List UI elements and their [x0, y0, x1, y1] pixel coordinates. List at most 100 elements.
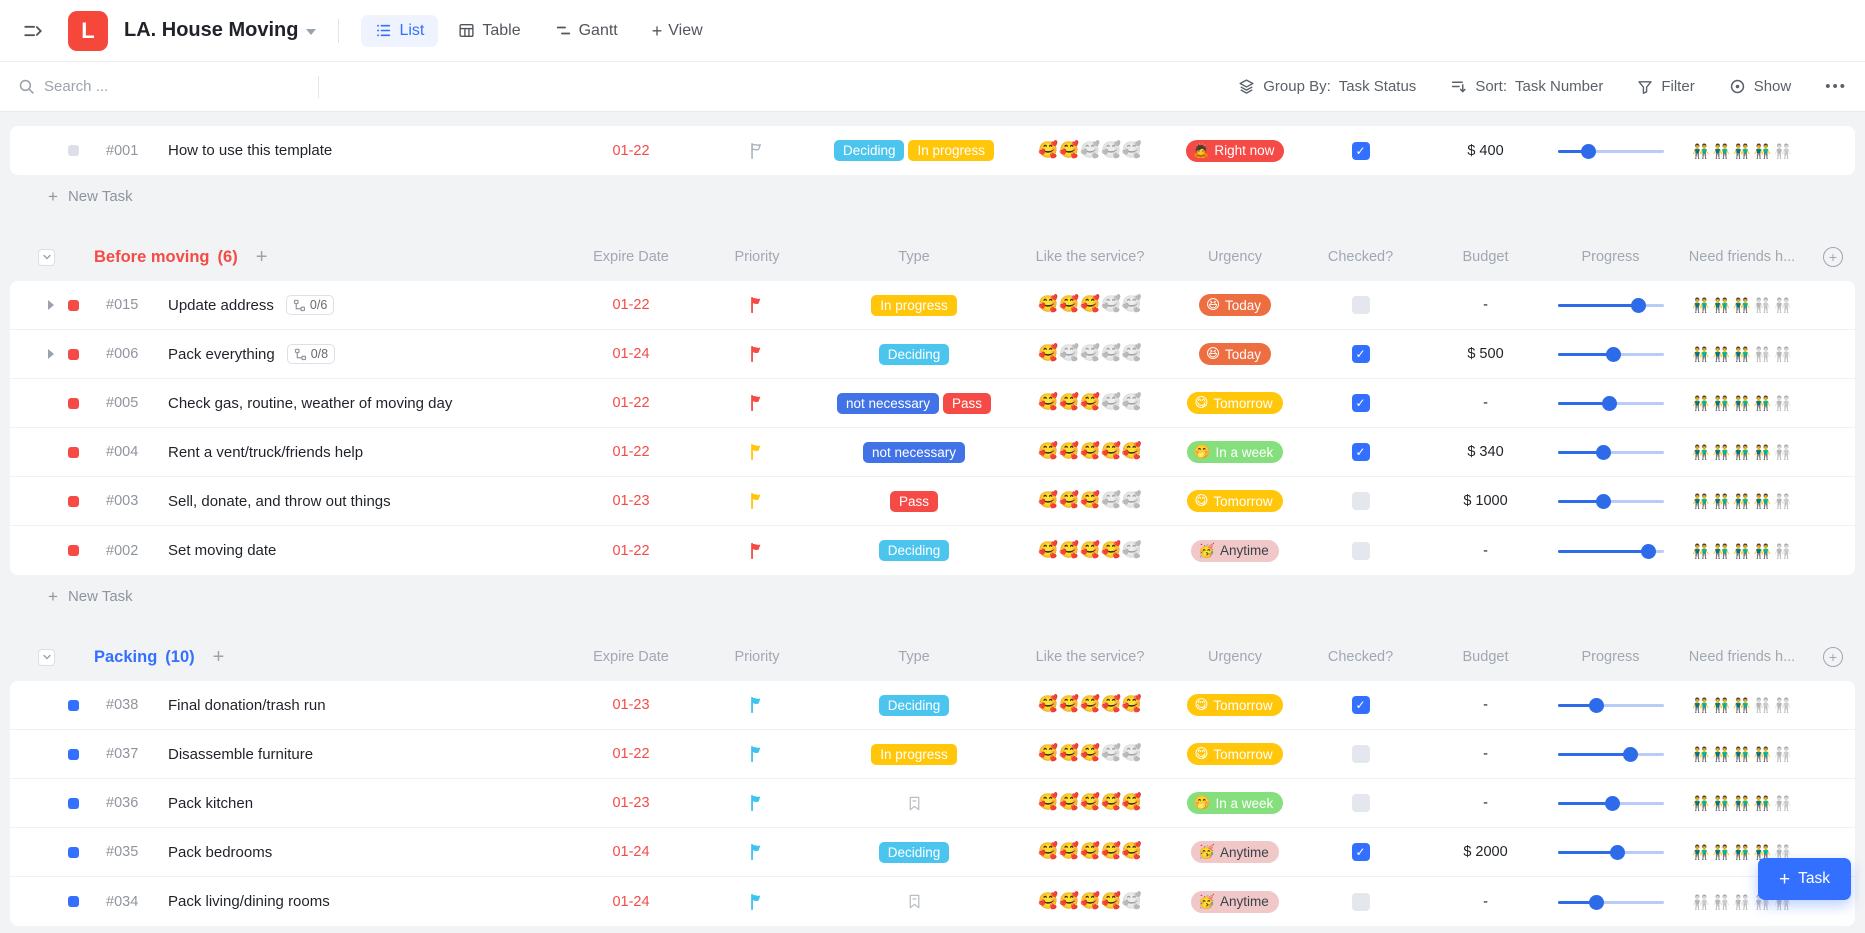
- task-row[interactable]: #001 How to use this template 01-22 Decidin…: [10, 126, 1855, 175]
- sort-control[interactable]: Sort: Task Number: [1450, 78, 1603, 95]
- column-header-need-friends-h-[interactable]: Need friends h...: [1688, 649, 1796, 665]
- urgency-tag[interactable]: 😋 Tomorrow: [1187, 694, 1283, 716]
- budget-cell[interactable]: -: [1483, 395, 1488, 411]
- task-title[interactable]: Pack living/dining rooms: [168, 893, 330, 910]
- friends-rating[interactable]: 👬 👬 👬 👬 👬: [1692, 895, 1791, 909]
- column-header-expire-date[interactable]: Expire Date: [593, 249, 669, 265]
- priority-cell[interactable]: [694, 696, 820, 714]
- friends-rating[interactable]: 👬 👬 👬 👬 👬: [1692, 845, 1791, 859]
- expire-date-cell[interactable]: 01-22: [612, 444, 650, 460]
- urgency-tag[interactable]: 😋 Tomorrow: [1187, 490, 1283, 512]
- like-rating[interactable]: 🥰 🥰 🥰 🥰 🥰: [1038, 697, 1142, 713]
- priority-cell[interactable]: [694, 745, 820, 763]
- priority-cell[interactable]: [694, 893, 820, 911]
- type-tag[interactable]: not necessary: [862, 441, 966, 463]
- workspace-logo[interactable]: L: [68, 10, 108, 51]
- budget-cell[interactable]: $ 340: [1467, 444, 1504, 460]
- priority-cell[interactable]: [694, 794, 820, 812]
- show-control[interactable]: Show: [1729, 78, 1791, 95]
- type-tag[interactable]: not necessary: [836, 392, 940, 414]
- add-task-button[interactable]: + Task: [1758, 858, 1851, 900]
- progress-slider[interactable]: [1557, 845, 1664, 860]
- column-header-priority[interactable]: Priority: [734, 649, 780, 665]
- like-rating[interactable]: 🥰 🥰 🥰 🥰 🥰: [1038, 795, 1142, 811]
- slider-knob[interactable]: [1588, 698, 1604, 713]
- expire-date-cell[interactable]: 01-23: [612, 795, 650, 811]
- priority-cell[interactable]: [694, 296, 820, 314]
- task-title[interactable]: Set moving date: [168, 542, 277, 559]
- column-header-budget[interactable]: Budget: [1462, 249, 1509, 265]
- filter-control[interactable]: Filter: [1637, 78, 1695, 95]
- task-title[interactable]: Sell, donate, and throw out things: [168, 492, 391, 510]
- group-by-control[interactable]: Group By: Task Status: [1238, 78, 1416, 95]
- urgency-cell[interactable]: 😆 Today: [1172, 343, 1298, 365]
- expire-date-cell[interactable]: 01-24: [612, 893, 650, 910]
- slider-knob[interactable]: [1596, 445, 1612, 460]
- type-cell[interactable]: Pass: [820, 490, 1008, 512]
- friends-rating[interactable]: 👬 👬 👬 👬 👬: [1692, 796, 1791, 810]
- task-title[interactable]: Disassemble furniture: [168, 745, 314, 763]
- urgency-tag[interactable]: 😋 Tomorrow: [1187, 392, 1283, 414]
- budget-cell[interactable]: -: [1483, 297, 1488, 313]
- task-row[interactable]: #015 Update address 0/6 01-22 In progress 🥰 🥰 🥰…: [10, 281, 1855, 330]
- slider-knob[interactable]: [1596, 494, 1612, 509]
- expire-date-cell[interactable]: 01-22: [612, 395, 650, 411]
- urgency-tag[interactable]: 😆 Today: [1198, 294, 1272, 316]
- friends-rating[interactable]: 👬 👬 👬 👬 👬: [1692, 396, 1791, 410]
- like-rating[interactable]: 🥰 🥰 🥰 🥰 🥰: [1038, 297, 1142, 313]
- urgency-tag[interactable]: 🙇 Right now: [1185, 139, 1285, 162]
- collapse-group-icon[interactable]: [38, 248, 55, 266]
- type-cell[interactable]: In progress: [820, 294, 1008, 316]
- checkbox[interactable]: [1351, 892, 1370, 911]
- friends-rating[interactable]: 👬 👬 👬 👬 👬: [1692, 144, 1791, 158]
- budget-cell[interactable]: -: [1483, 893, 1488, 910]
- priority-cell[interactable]: [694, 843, 820, 861]
- like-rating[interactable]: 🥰 🥰 🥰 🥰 🥰: [1038, 395, 1142, 411]
- expire-date-cell[interactable]: 01-23: [612, 493, 650, 509]
- type-cell[interactable]: Deciding: [820, 343, 1008, 365]
- priority-cell[interactable]: [694, 142, 820, 160]
- urgency-cell[interactable]: 🙇 Right now: [1172, 139, 1298, 162]
- urgency-tag[interactable]: 😋 Tomorrow: [1187, 743, 1283, 765]
- checkbox[interactable]: [1351, 492, 1370, 510]
- progress-slider[interactable]: [1557, 445, 1664, 460]
- progress-slider[interactable]: [1557, 396, 1664, 411]
- expand-arrow-icon[interactable]: [48, 349, 54, 359]
- search-box[interactable]: [18, 78, 318, 95]
- type-cell[interactable]: Deciding In progress: [820, 140, 1008, 161]
- task-title[interactable]: Pack everything: [168, 345, 275, 363]
- type-cell[interactable]: [820, 893, 1008, 910]
- urgency-tag[interactable]: 🥳 Anytime: [1191, 539, 1279, 562]
- friends-rating[interactable]: 👬 👬 👬 👬 👬: [1692, 445, 1791, 459]
- collapse-group-icon[interactable]: [38, 648, 55, 666]
- checkbox[interactable]: ✓: [1351, 394, 1370, 412]
- expire-date-cell[interactable]: 01-24: [612, 346, 650, 362]
- checkbox[interactable]: ✓: [1351, 843, 1370, 861]
- like-rating[interactable]: 🥰 🥰 🥰 🥰 🥰: [1038, 444, 1142, 460]
- checkbox[interactable]: ✓: [1351, 696, 1370, 714]
- column-header-priority[interactable]: Priority: [734, 249, 780, 265]
- urgency-cell[interactable]: 🥳 Anytime: [1172, 890, 1298, 913]
- urgency-cell[interactable]: 😋 Tomorrow: [1172, 392, 1298, 414]
- expire-date-cell[interactable]: 01-22: [612, 542, 650, 559]
- task-row[interactable]: #037 Disassemble furniture 01-22 In progres…: [10, 730, 1855, 779]
- checkbox[interactable]: ✓: [1351, 443, 1370, 461]
- priority-cell[interactable]: [694, 492, 820, 510]
- type-tag[interactable]: Deciding: [878, 694, 950, 716]
- type-tag[interactable]: In progress: [871, 743, 957, 765]
- column-header-type[interactable]: Type: [898, 249, 930, 265]
- slider-knob[interactable]: [1604, 796, 1620, 811]
- type-cell[interactable]: [820, 795, 1008, 812]
- urgency-cell[interactable]: 🤭 In a week: [1172, 441, 1298, 463]
- like-rating[interactable]: 🥰 🥰 🥰 🥰 🥰: [1038, 844, 1142, 860]
- urgency-tag[interactable]: 🤭 In a week: [1186, 792, 1284, 814]
- budget-cell[interactable]: $ 500: [1467, 346, 1504, 362]
- type-tag[interactable]: Deciding: [833, 140, 905, 161]
- subtask-count-badge[interactable]: 0/8: [286, 344, 336, 364]
- like-rating[interactable]: 🥰 🥰 🥰 🥰 🥰: [1038, 542, 1142, 559]
- type-tag[interactable]: Pass: [889, 490, 938, 512]
- task-row[interactable]: #035 Pack bedrooms 01-24 Deciding 🥰 🥰 🥰 🥰 🥰 🥳 Anyt…: [10, 828, 1855, 877]
- type-cell[interactable]: not necessary: [820, 441, 1008, 463]
- urgency-cell[interactable]: 😋 Tomorrow: [1172, 694, 1298, 716]
- budget-cell[interactable]: $ 2000: [1463, 844, 1508, 860]
